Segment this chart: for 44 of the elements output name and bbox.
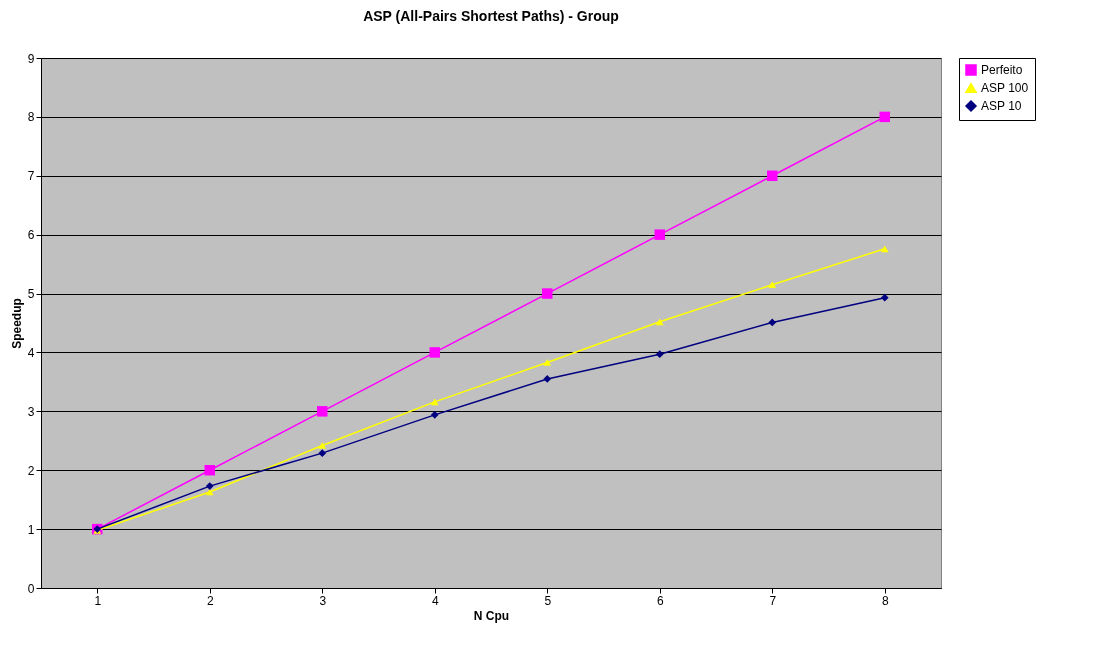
x-tick-label: 2 (206, 593, 214, 608)
point (430, 398, 439, 406)
y-tick-label: 7 (27, 169, 35, 184)
legend-label: Perfeito (981, 63, 1023, 77)
y-tick-label: 9 (27, 51, 35, 66)
y-tick-label: 8 (27, 110, 35, 125)
point (768, 318, 777, 327)
x-axis-title: N Cpu (473, 608, 510, 623)
x-tick-label: 3 (319, 593, 327, 608)
legend-label: ASP 100 (981, 81, 1029, 95)
point (879, 111, 890, 123)
x-tick-label: 4 (431, 593, 439, 608)
point (543, 359, 552, 366)
point (655, 350, 664, 359)
x-tick-label: 5 (544, 593, 552, 608)
y-tick-label: 6 (27, 228, 35, 243)
y-tick-label: 5 (27, 287, 35, 302)
point (767, 170, 778, 182)
point (429, 347, 440, 358)
point (318, 442, 327, 449)
point (430, 410, 439, 419)
chart-title: ASP (All-Pairs Shortest Paths) - Group (363, 8, 619, 24)
y-tick-label: 3 (27, 404, 35, 419)
y-axis-title: Speedup (9, 298, 24, 349)
y-tick-label: 2 (27, 463, 35, 478)
point (317, 406, 328, 417)
point (205, 482, 214, 490)
point (204, 464, 215, 476)
x-tick-label: 6 (656, 593, 664, 608)
point (880, 245, 889, 253)
point (543, 375, 552, 383)
point (768, 281, 777, 289)
point (318, 449, 327, 458)
point (654, 229, 665, 240)
x-tick-label: 7 (769, 593, 777, 608)
y-tick-label: 0 (27, 581, 35, 596)
y-tick-label: 4 (27, 345, 35, 360)
x-tick-label: 1 (94, 593, 102, 608)
point (655, 318, 664, 326)
point (542, 288, 553, 299)
point (880, 293, 889, 302)
legend-label: ASP 10 (981, 99, 1022, 113)
y-tick-label: 1 (27, 522, 35, 537)
x-tick-label: 8 (881, 593, 889, 608)
